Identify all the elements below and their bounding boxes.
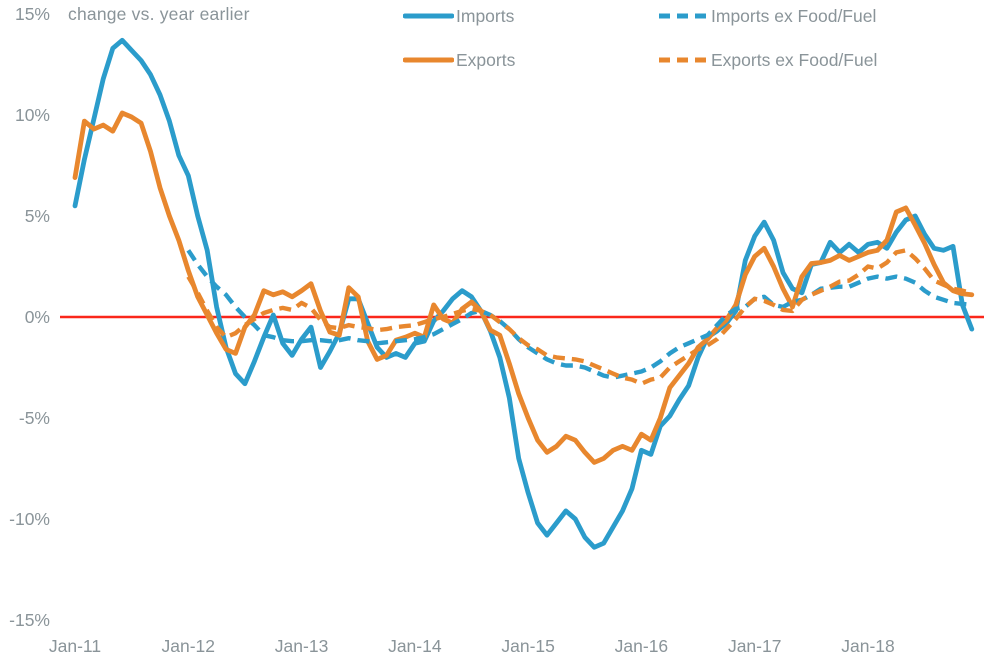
x-axis-label: Jan-16: [614, 636, 669, 656]
x-axis-label: Jan-12: [161, 636, 216, 656]
legend-swatch-imports-ex-food-fuel: [659, 13, 708, 19]
legend-item-imports: Imports: [403, 5, 514, 27]
legend-swatch-exports-ex-food-fuel: [659, 57, 708, 63]
y-axis-label: 0%: [24, 307, 50, 327]
legend-label-imports: Imports: [456, 5, 515, 26]
y-axis-label: 5%: [24, 206, 50, 226]
y-axis-label: -5%: [18, 408, 50, 428]
legend-label-imports-ex-food-fuel: Imports ex Food/Fuel: [711, 5, 877, 26]
x-axis-label: Jan-18: [841, 636, 895, 656]
x-axis-label: Jan-14: [388, 636, 442, 656]
y-axis-label: 10%: [14, 105, 50, 125]
series-line-imports-ex-food-fuel: [186, 249, 973, 380]
chart-subtitle: change vs. year earlier: [68, 4, 250, 24]
legend-swatch-exports: [403, 57, 454, 63]
x-axis-label: Jan-13: [274, 636, 329, 656]
legend-item-imports-ex-food-fuel: Imports ex Food/Fuel: [658, 5, 876, 27]
y-axis-label: 15%: [14, 4, 50, 24]
legend-item-exports-ex-food-fuel: Exports ex Food/Fuel: [658, 49, 877, 71]
series-line-imports: [72, 37, 975, 550]
legend-label-exports-ex-food-fuel: Exports ex Food/Fuel: [711, 49, 878, 70]
series-line-exports: [72, 110, 975, 465]
x-axis-label: Jan-15: [501, 636, 555, 656]
series-line-exports-ex-food-fuel: [186, 248, 973, 386]
x-axis-label: Jan-17: [727, 636, 782, 656]
x-axis-label: Jan-11: [48, 636, 102, 656]
y-axis-label: -10%: [9, 509, 50, 529]
legend-swatch-imports: [403, 13, 454, 19]
legend-item-exports: Exports: [403, 49, 515, 71]
y-axis-label: -15%: [9, 610, 50, 630]
legend-label-exports: Exports: [456, 49, 516, 70]
